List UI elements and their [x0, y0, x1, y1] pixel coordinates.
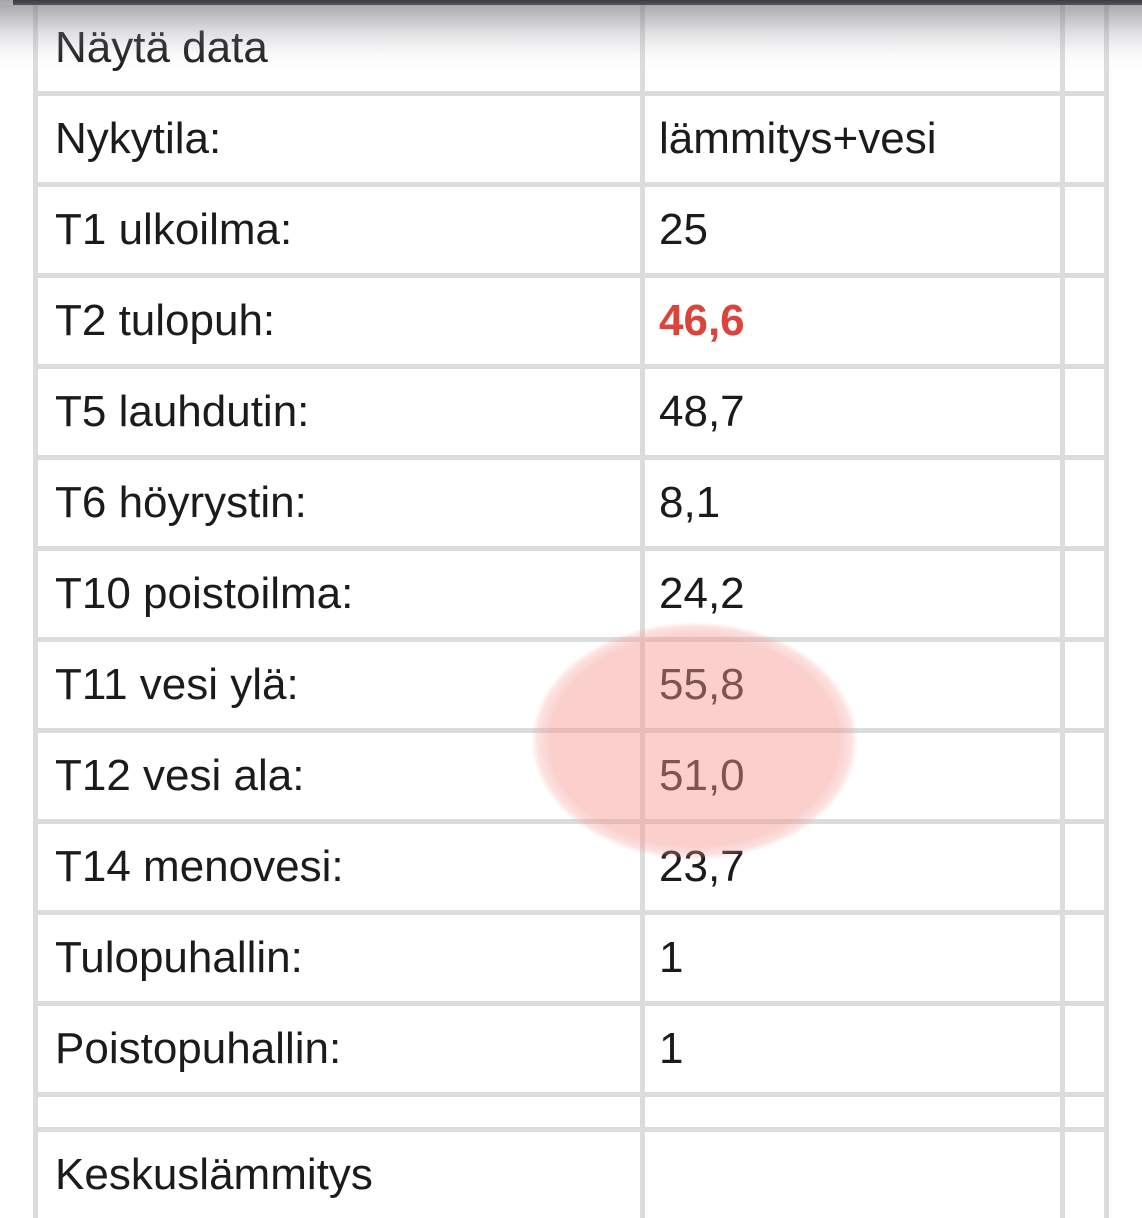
top-bar-left-notch [0, 0, 13, 5]
row-label-cell: T2 tulopuh: [38, 278, 640, 364]
row-value-cell: 48,7 [645, 369, 1060, 455]
row-value: 55,8 [659, 660, 745, 709]
row-label: T10 poistoilma: [55, 569, 354, 618]
row-edge-cell [1065, 96, 1104, 182]
row-label-cell: Tulopuhallin: [38, 915, 640, 1001]
row-edge-cell [1065, 369, 1104, 455]
row-value-cell: 46,6 [645, 278, 1060, 364]
row-value: 51,0 [659, 751, 745, 800]
row-value: 46,6 [659, 296, 745, 345]
row-label: T1 ulkoilma: [55, 205, 293, 254]
row-value-cell: lämmitys+vesi [645, 96, 1060, 182]
row-label-cell: T6 höyrystin: [38, 460, 640, 546]
sensor-data-table: Näytä data Nykytila: lämmitys+vesi T1 ulkoi… [33, 5, 1109, 1218]
row-value-cell [645, 5, 1060, 91]
row-edge-cell [1065, 551, 1104, 637]
row-label-cell [38, 1097, 640, 1127]
row-value-cell [645, 1097, 1060, 1127]
row-value-cell: 55,8 [645, 642, 1060, 728]
row-value: 8,1 [659, 478, 721, 527]
row-label-cell: Poistopuhallin: [38, 1006, 640, 1092]
row-label: Nykytila: [55, 114, 222, 163]
row-value: 48,7 [659, 387, 745, 436]
row-value-cell: 8,1 [645, 460, 1060, 546]
row-value-cell: 25 [645, 187, 1060, 273]
row-label: T5 lauhdutin: [55, 387, 310, 436]
row-label: T11 vesi ylä: [55, 660, 299, 709]
row-edge-cell [1065, 187, 1104, 273]
row-edge-cell [1065, 824, 1104, 910]
row-label-cell: T5 lauhdutin: [38, 369, 640, 455]
row-edge-cell [1065, 1132, 1104, 1218]
row-edge-cell [1065, 460, 1104, 546]
row-edge-cell [1065, 5, 1104, 91]
section-header-cell[interactable]: Näytä data [38, 5, 640, 91]
row-label: Keskuslämmitys [55, 1150, 373, 1199]
row-value: 23,7 [659, 842, 745, 891]
row-edge-cell [1065, 733, 1104, 819]
top-bar [0, 0, 1142, 5]
row-value: lämmitys+vesi [659, 114, 937, 163]
row-label-cell: Nykytila: [38, 96, 640, 182]
row-value-cell: 23,7 [645, 824, 1060, 910]
row-value-cell: 24,2 [645, 551, 1060, 637]
row-label: Näytä data [55, 23, 268, 72]
row-label: Tulopuhallin: [55, 933, 303, 982]
row-label-cell: T1 ulkoilma: [38, 187, 640, 273]
row-value: 1 [659, 1024, 684, 1073]
row-label-cell: T11 vesi ylä: [38, 642, 640, 728]
row-label: T6 höyrystin: [55, 478, 307, 527]
row-label-cell: T12 vesi ala: [38, 733, 640, 819]
row-value-cell: 51,0 [645, 733, 1060, 819]
row-edge-cell [1065, 642, 1104, 728]
row-label: Poistopuhallin: [55, 1024, 342, 1073]
row-value: 25 [659, 205, 708, 254]
row-value-cell: 1 [645, 915, 1060, 1001]
row-value: 1 [659, 933, 684, 982]
row-edge-cell [1065, 1006, 1104, 1092]
row-value-cell: 1 [645, 1006, 1060, 1092]
row-value-cell [645, 1132, 1060, 1218]
row-value: 24,2 [659, 569, 745, 618]
row-edge-cell [1065, 278, 1104, 364]
row-label: T12 vesi ala: [55, 751, 305, 800]
row-edge-cell [1065, 1097, 1104, 1127]
section-header-cell[interactable]: Keskuslämmitys [38, 1132, 640, 1218]
row-label-cell: T14 menovesi: [38, 824, 640, 910]
row-label: T14 menovesi: [55, 842, 344, 891]
row-edge-cell [1065, 915, 1104, 1001]
row-label: T2 tulopuh: [55, 296, 276, 345]
row-label-cell: T10 poistoilma: [38, 551, 640, 637]
